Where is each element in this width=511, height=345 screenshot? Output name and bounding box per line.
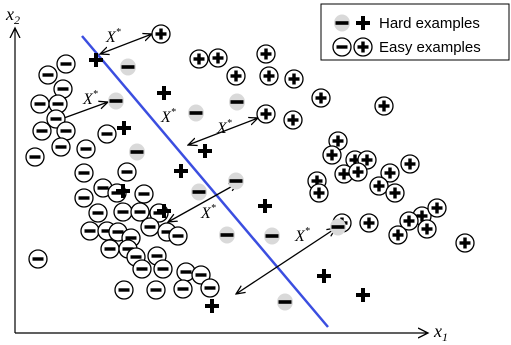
circled-minus-icon bbox=[332, 37, 352, 57]
circled-minus-icon bbox=[32, 121, 52, 141]
legend-hard-label: Hard examples bbox=[379, 15, 480, 32]
circled-plus-icon bbox=[322, 145, 342, 165]
gray-dot-minus-icon bbox=[188, 104, 204, 122]
gray-dot-minus-icon bbox=[264, 227, 280, 245]
circled-minus-icon bbox=[38, 65, 58, 85]
gray-dot-minus-icon bbox=[120, 58, 136, 76]
circled-minus-icon bbox=[74, 163, 94, 183]
circled-plus-icon bbox=[400, 154, 420, 174]
distance-arrow bbox=[236, 228, 336, 294]
gray-dot-minus-icon bbox=[108, 92, 124, 110]
circled-minus-icon bbox=[134, 184, 154, 204]
circled-plus-icon bbox=[284, 69, 304, 89]
circled-minus-icon bbox=[56, 54, 76, 74]
circled-plus-icon bbox=[455, 233, 475, 253]
gray-dot-minus-icon bbox=[334, 14, 350, 32]
circled-plus-icon bbox=[399, 211, 419, 231]
bold-plus-icon bbox=[205, 299, 219, 313]
bold-plus-icon bbox=[198, 144, 212, 158]
circled-minus-icon bbox=[53, 79, 73, 99]
circled-plus-icon bbox=[259, 66, 279, 86]
bold-plus-icon bbox=[116, 184, 130, 198]
circled-minus-icon bbox=[25, 147, 45, 167]
circled-plus-icon bbox=[311, 88, 331, 108]
legend-easy-label: Easy examples bbox=[379, 39, 481, 56]
circled-plus-icon bbox=[309, 183, 329, 203]
distance-arrow bbox=[188, 118, 258, 145]
x-star-label: X* bbox=[216, 118, 232, 137]
x-star-label: X* bbox=[200, 203, 216, 222]
circled-minus-icon bbox=[74, 188, 94, 208]
circled-minus-icon bbox=[76, 139, 96, 159]
circled-minus-icon bbox=[56, 121, 76, 141]
circled-minus-icon bbox=[51, 137, 71, 157]
circled-minus-icon bbox=[30, 94, 50, 114]
x-axis-label: x1 bbox=[433, 321, 448, 344]
circled-plus-icon bbox=[359, 213, 379, 233]
gray-dot-minus-icon bbox=[228, 172, 244, 190]
circled-plus-icon bbox=[283, 110, 303, 130]
circled-plus-icon bbox=[427, 198, 447, 218]
bold-plus-icon bbox=[317, 269, 331, 283]
bold-plus-icon bbox=[117, 121, 131, 135]
distance-arrow bbox=[100, 34, 152, 54]
circled-plus-icon bbox=[369, 176, 389, 196]
bold-plus-icon bbox=[89, 53, 103, 67]
circled-plus-icon bbox=[208, 48, 228, 68]
bold-plus-icon bbox=[174, 164, 188, 178]
circled-plus-icon bbox=[348, 162, 368, 182]
circled-minus-icon bbox=[130, 202, 150, 222]
circled-minus-icon bbox=[173, 279, 193, 299]
axes: x2 x1 bbox=[5, 4, 448, 344]
circled-minus-icon bbox=[114, 280, 134, 300]
circled-plus-icon bbox=[380, 163, 400, 183]
circled-minus-icon bbox=[97, 124, 117, 144]
legend-box bbox=[320, 3, 510, 61]
gray-dot-minus-icon bbox=[229, 93, 245, 111]
x-star-label: X* bbox=[294, 226, 310, 245]
x-star-label: X* bbox=[82, 89, 98, 108]
circled-plus-icon bbox=[256, 104, 276, 124]
circled-minus-icon bbox=[28, 249, 48, 269]
circled-plus-icon bbox=[374, 96, 394, 116]
sample-points bbox=[25, 24, 475, 313]
circled-minus-icon bbox=[100, 239, 120, 259]
x-star-label: X* bbox=[160, 107, 176, 126]
circled-plus-icon bbox=[385, 183, 405, 203]
bold-plus-icon bbox=[356, 16, 370, 30]
circled-minus-icon bbox=[153, 259, 173, 279]
circled-minus-icon bbox=[200, 278, 220, 298]
gray-dot-minus-icon bbox=[129, 143, 145, 161]
distance-arrow bbox=[168, 183, 238, 222]
legend: Hard examples Easy examples bbox=[320, 3, 510, 61]
circled-plus-icon bbox=[417, 219, 437, 239]
circled-plus-icon bbox=[151, 24, 171, 44]
bold-plus-icon bbox=[258, 199, 272, 213]
circled-minus-icon bbox=[113, 202, 133, 222]
circled-plus-icon bbox=[388, 225, 408, 245]
bold-plus-icon bbox=[157, 204, 171, 218]
circled-minus-icon bbox=[140, 217, 160, 237]
gray-dot-minus-icon bbox=[330, 218, 346, 236]
circled-minus-icon bbox=[88, 203, 108, 223]
gray-dot-minus-icon bbox=[191, 183, 207, 201]
bold-plus-icon bbox=[157, 86, 171, 100]
circled-minus-icon bbox=[168, 226, 188, 246]
gray-dot-minus-icon bbox=[219, 226, 235, 244]
circled-minus-icon bbox=[146, 280, 166, 300]
circled-minus-icon bbox=[80, 221, 100, 241]
bold-plus-icon bbox=[356, 288, 370, 302]
circled-minus-icon bbox=[132, 259, 152, 279]
circled-plus-icon bbox=[189, 49, 209, 69]
distance-arrows: X* X* X* X* X* X* bbox=[53, 27, 336, 294]
circled-plus-icon bbox=[353, 37, 373, 57]
x-star-label: X* bbox=[105, 27, 121, 46]
y-axis-label: x2 bbox=[5, 4, 20, 27]
circled-minus-icon bbox=[117, 162, 137, 182]
gray-dot-minus-icon bbox=[277, 293, 293, 311]
circled-plus-icon bbox=[256, 44, 276, 64]
circled-plus-icon bbox=[226, 66, 246, 86]
